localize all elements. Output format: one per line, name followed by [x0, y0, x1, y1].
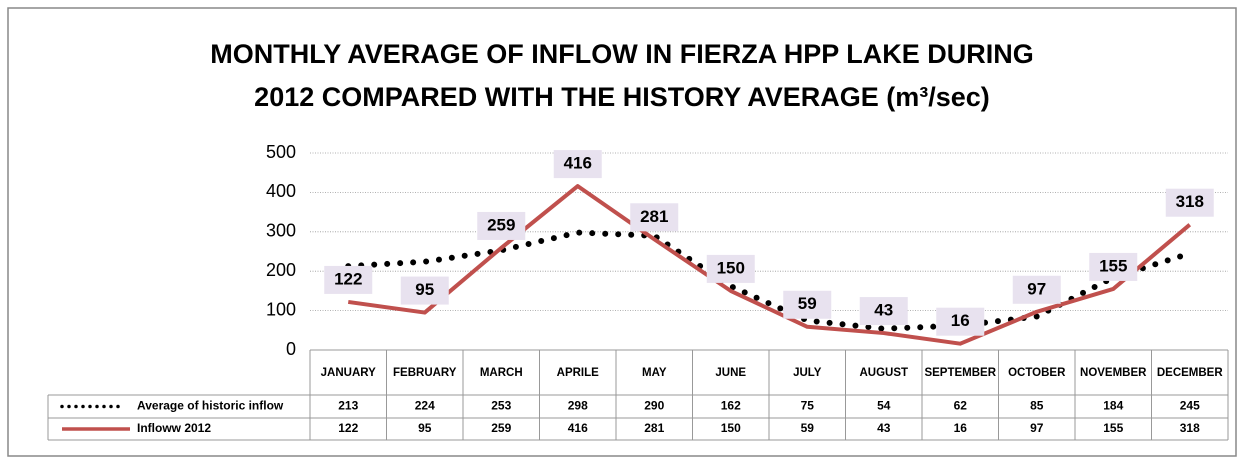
data-label-box — [706, 254, 755, 283]
data-label-box — [553, 150, 602, 179]
y-tick-label: 100 — [266, 299, 296, 319]
legend-label: Average of historic inflow — [137, 399, 284, 413]
category-cell: DECEMBER — [1156, 366, 1223, 379]
data-label: 150 — [717, 258, 745, 277]
x-tick-label: OCTOBER — [1008, 366, 1066, 379]
data-label: 43 — [874, 301, 893, 320]
table-value: 85 — [1030, 399, 1044, 413]
category-cell: APRILE — [556, 366, 599, 379]
category-cell: AUGUST — [859, 366, 909, 379]
table-value: 298 — [568, 399, 588, 413]
table-value: 290 — [644, 399, 664, 413]
x-tick-label: AUGUST — [859, 366, 909, 379]
x-tick-label: JANUARY — [320, 366, 376, 379]
x-tick-label: FEBRUARY — [393, 366, 457, 379]
data-label-box — [400, 276, 449, 305]
y-tick-label: 400 — [266, 181, 296, 201]
category-cell: OCTOBER — [1008, 366, 1066, 379]
chart-border — [7, 7, 1237, 457]
x-tick-label: DECEMBER — [1156, 366, 1223, 379]
table-value: 150 — [721, 421, 741, 435]
data-label-box — [859, 297, 908, 326]
data-label-box — [477, 211, 526, 240]
table-value: 224 — [415, 399, 435, 413]
table-value: 245 — [1180, 399, 1200, 413]
data-label-box — [783, 290, 832, 319]
legend-label: Infloww 2012 — [137, 421, 211, 435]
y-tick-label: 0 — [286, 339, 296, 359]
data-label-box — [936, 307, 985, 336]
y-tick-label: 500 — [266, 142, 296, 162]
table-value: 253 — [491, 399, 511, 413]
data-label: 95 — [415, 280, 434, 299]
table-value: 155 — [1103, 421, 1123, 435]
chart-title: MONTHLY AVERAGE OF INFLOW IN FIERZA HPP … — [210, 39, 1034, 69]
table-value: 259 — [491, 421, 511, 435]
x-tick-label: MAY — [642, 366, 667, 379]
data-label-box — [1012, 275, 1061, 304]
x-tick-label: MARCH — [479, 366, 523, 379]
category-cell: FEBRUARY — [393, 366, 457, 379]
table-value: 184 — [1103, 399, 1123, 413]
table-value: 62 — [954, 399, 968, 413]
table-value: 318 — [1180, 421, 1200, 435]
data-label: 416 — [564, 154, 592, 173]
data-label: 281 — [640, 207, 668, 226]
data-label: 122 — [334, 269, 362, 288]
table-value: 95 — [418, 421, 432, 435]
table-value: 97 — [1030, 421, 1044, 435]
y-tick-label: 300 — [266, 221, 296, 241]
table-value: 54 — [877, 399, 891, 413]
table-value: 122 — [338, 421, 358, 435]
table-value: 16 — [954, 421, 968, 435]
category-cell: MARCH — [479, 366, 523, 379]
category-cell: JANUARY — [320, 366, 376, 379]
x-tick-label: JUNE — [715, 366, 747, 379]
x-tick-label: SEPTEMBER — [924, 366, 997, 379]
chart-title: 2012 COMPARED WITH THE HISTORY AVERAGE (… — [254, 82, 990, 112]
category-cell: MAY — [642, 366, 667, 379]
category-cell: JUNE — [715, 366, 747, 379]
table-value: 43 — [877, 421, 891, 435]
x-tick-label: JULY — [793, 366, 822, 379]
table-value: 75 — [801, 399, 815, 413]
data-label-box — [1165, 188, 1214, 217]
data-label: 59 — [798, 294, 817, 313]
table-value: 281 — [644, 421, 664, 435]
table-value: 59 — [801, 421, 815, 435]
category-cell: SEPTEMBER — [924, 366, 997, 379]
data-label: 259 — [487, 215, 515, 234]
category-cell: NOVEMBER — [1080, 366, 1147, 379]
data-label-box — [630, 203, 679, 232]
data-label: 16 — [951, 311, 970, 330]
data-label: 318 — [1176, 192, 1204, 211]
data-label: 97 — [1027, 279, 1046, 298]
table-value: 162 — [721, 399, 741, 413]
x-tick-label: APRILE — [556, 366, 599, 379]
data-label: 155 — [1099, 256, 1127, 275]
x-tick-label: NOVEMBER — [1080, 366, 1147, 379]
y-tick-label: 200 — [266, 260, 296, 280]
data-label-box — [1089, 252, 1138, 281]
data-label-box — [324, 265, 373, 294]
category-cell: JULY — [793, 366, 822, 379]
series-line — [347, 184, 1192, 346]
table-value: 213 — [338, 399, 358, 413]
table-value: 416 — [568, 421, 588, 435]
